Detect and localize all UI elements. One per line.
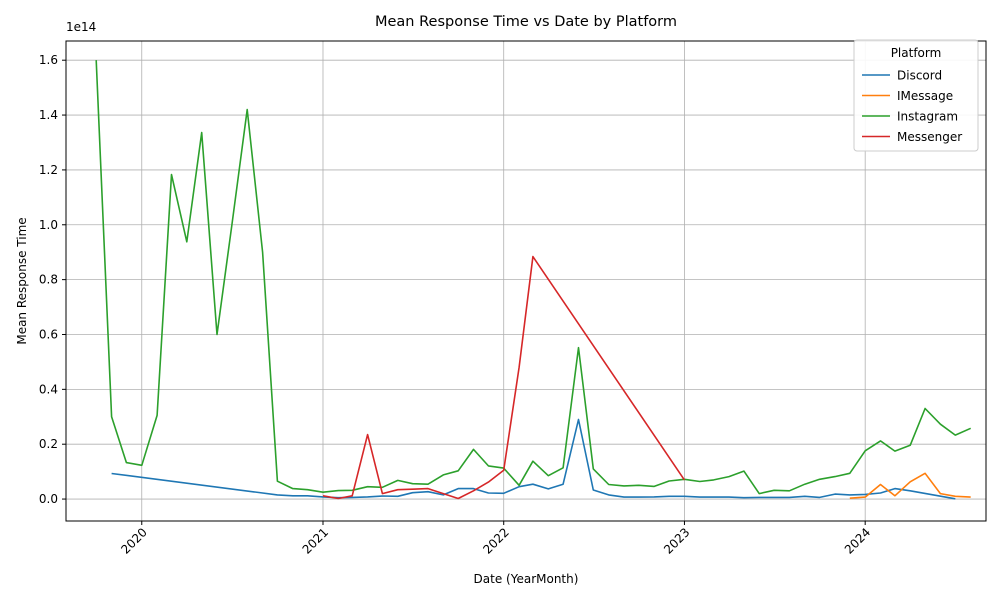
series-lines [95,60,972,500]
y-tick-label: 0.2 [39,437,58,451]
chart-title: Mean Response Time vs Date by Platform [375,14,677,30]
y-axis-label: Mean Response Time [15,217,29,344]
plot-frame [65,40,987,522]
series-line-discord [111,418,956,500]
y-tick-label: 1.4 [39,108,58,122]
gridlines [66,41,986,521]
y-tick-label: 0.0 [39,492,58,506]
y-tick-label: 0.4 [39,382,58,396]
series-line-messenger [322,255,686,500]
series-line-instagram [95,60,972,495]
y-tick-label: 0.8 [39,273,58,287]
y-axis-ticks: 0.0 0.2 0.4 0.6 0.8 1.0 1.2 1.4 1.6 [39,53,66,506]
y-tick-label: 1.2 [39,163,58,177]
legend-label-discord: Discord [897,69,942,83]
y-tick-label: 0.6 [39,327,58,341]
y-axis-offset-label: 1e14 [66,20,96,34]
legend-box [853,39,979,152]
x-axis-label: Date (YearMonth) [474,572,579,586]
legend-label-messenger: Messenger [897,130,962,144]
legend: Platform Discord IMessage Instagram Messeng… [853,39,979,152]
y-tick-label: 1.6 [39,53,58,67]
legend-label-instagram: Instagram [897,110,958,124]
series-line-imessage [849,472,971,499]
legend-items: Discord IMessage Instagram Messenger [862,69,962,144]
legend-title: Platform [891,46,942,60]
y-tick-label: 1.0 [39,218,58,232]
legend-label-imessage: IMessage [897,89,953,103]
